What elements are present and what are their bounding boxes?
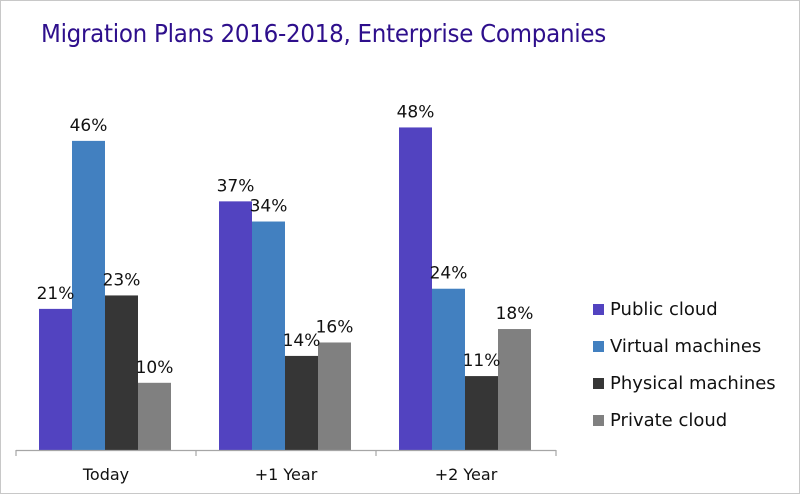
data-label: 37% [217, 176, 255, 196]
data-label: 18% [496, 304, 534, 324]
legend: Public cloud Virtual machines Physical mac… [593, 291, 776, 439]
bar-virtual-machines-1 [252, 221, 285, 450]
bar-private-cloud-2 [498, 329, 531, 450]
bar-virtual-machines-0 [72, 140, 105, 450]
bar-physical-machines-1 [285, 355, 318, 450]
x-tick-label: +2 Year [435, 465, 498, 484]
legend-label: Public cloud [610, 299, 718, 320]
legend-item: Physical machines [593, 365, 776, 402]
bar-physical-machines-0 [105, 295, 138, 450]
legend-label: Physical machines [610, 373, 776, 394]
bar-public-cloud-0 [39, 308, 72, 450]
data-label: 10% [136, 358, 174, 378]
data-label: 11% [463, 351, 501, 371]
data-labels-layer: 21% 46% 23% 10% 37%34% 14%16% 48% 24% 11% 18% [37, 102, 534, 377]
data-label: 34% [250, 197, 288, 217]
bar-public-cloud-1 [219, 201, 252, 450]
bar-private-cloud-0 [138, 382, 171, 450]
data-label: 21% [37, 284, 75, 304]
legend-swatch [593, 378, 604, 389]
data-label: 16% [316, 317, 354, 337]
legend-swatch [593, 304, 604, 315]
legend-swatch [593, 341, 604, 352]
x-tick-label: +1 Year [255, 465, 318, 484]
bars-layer [39, 127, 531, 450]
bar-private-cloud-1 [318, 342, 351, 450]
bar-public-cloud-2 [399, 127, 432, 450]
legend-item: Virtual machines [593, 328, 776, 365]
chart-title: Migration Plans 2016-2018, Enterprise Co… [41, 19, 606, 48]
bar-virtual-machines-2 [432, 288, 465, 450]
legend-swatch [593, 415, 604, 426]
data-label: 46% [70, 116, 108, 136]
data-label: 23% [103, 270, 141, 290]
bar-physical-machines-2 [465, 376, 498, 450]
legend-item: Private cloud [593, 402, 776, 439]
x-tick-label: Today [82, 465, 129, 484]
legend-label: Private cloud [610, 410, 728, 431]
data-label: 48% [397, 102, 435, 122]
data-label: 24% [430, 264, 468, 284]
x-axis: Today +1 Year +2 Year [15, 449, 557, 484]
data-label: 14% [283, 331, 321, 351]
legend-item: Public cloud [593, 291, 776, 328]
legend-label: Virtual machines [610, 336, 762, 357]
